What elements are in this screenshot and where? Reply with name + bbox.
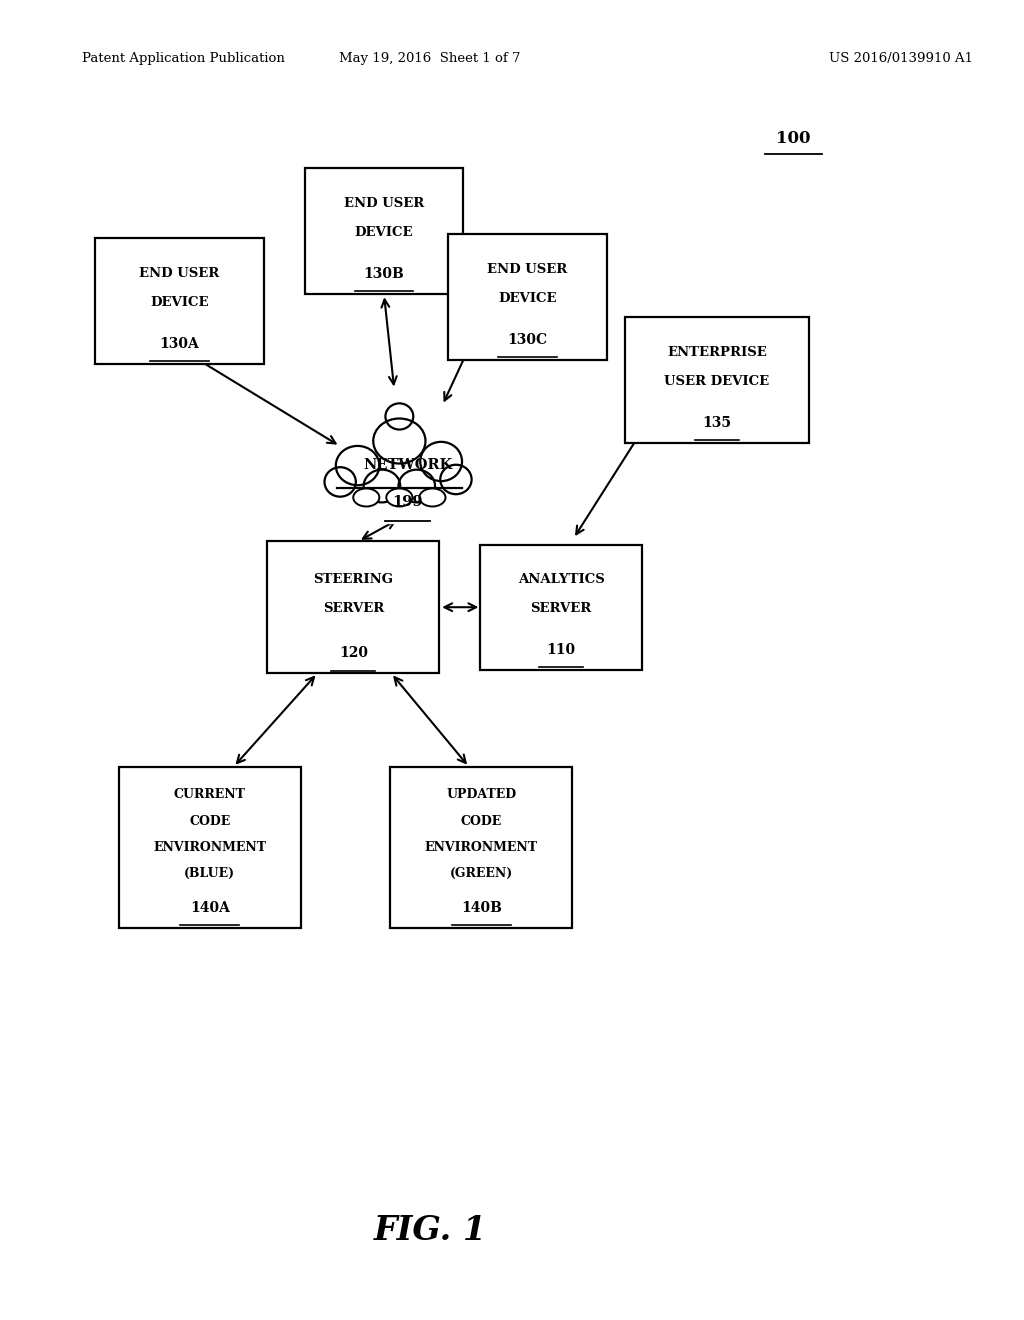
Text: 135: 135 xyxy=(702,416,731,430)
Text: DEVICE: DEVICE xyxy=(150,296,209,309)
Text: 140A: 140A xyxy=(190,902,229,915)
Text: CURRENT: CURRENT xyxy=(174,788,246,801)
Text: 130B: 130B xyxy=(364,267,404,281)
Text: END USER: END USER xyxy=(139,267,219,280)
Ellipse shape xyxy=(336,446,379,486)
Text: 120: 120 xyxy=(339,647,368,660)
FancyBboxPatch shape xyxy=(480,544,642,671)
Text: (BLUE): (BLUE) xyxy=(184,867,236,880)
Ellipse shape xyxy=(385,404,414,429)
FancyBboxPatch shape xyxy=(390,767,572,928)
Text: CODE: CODE xyxy=(461,814,502,828)
Text: 140B: 140B xyxy=(461,902,502,915)
Text: 130C: 130C xyxy=(507,333,548,347)
Text: STEERING: STEERING xyxy=(313,573,393,586)
Text: Patent Application Publication: Patent Application Publication xyxy=(82,51,285,65)
Text: 100: 100 xyxy=(776,131,811,147)
Ellipse shape xyxy=(325,467,356,496)
Text: DEVICE: DEVICE xyxy=(354,226,414,239)
Text: ENTERPRISE: ENTERPRISE xyxy=(667,346,767,359)
FancyBboxPatch shape xyxy=(305,169,463,294)
FancyBboxPatch shape xyxy=(625,318,809,444)
FancyBboxPatch shape xyxy=(267,541,439,673)
Ellipse shape xyxy=(398,470,435,503)
Text: CODE: CODE xyxy=(189,814,230,828)
Ellipse shape xyxy=(364,470,400,503)
Text: May 19, 2016  Sheet 1 of 7: May 19, 2016 Sheet 1 of 7 xyxy=(339,51,521,65)
Text: ENVIRONMENT: ENVIRONMENT xyxy=(154,841,266,854)
Ellipse shape xyxy=(353,488,379,507)
Text: US 2016/0139910 A1: US 2016/0139910 A1 xyxy=(829,51,973,65)
FancyBboxPatch shape xyxy=(334,483,465,523)
Text: DEVICE: DEVICE xyxy=(498,292,557,305)
Ellipse shape xyxy=(420,488,445,507)
Text: UPDATED: UPDATED xyxy=(446,788,516,801)
Text: ENVIRONMENT: ENVIRONMENT xyxy=(425,841,538,854)
FancyBboxPatch shape xyxy=(449,235,606,359)
Ellipse shape xyxy=(420,442,462,480)
Text: (GREEN): (GREEN) xyxy=(450,867,513,880)
Text: END USER: END USER xyxy=(487,263,567,276)
Text: ANALYTICS: ANALYTICS xyxy=(518,573,604,586)
Text: 199: 199 xyxy=(392,495,423,508)
Text: 130A: 130A xyxy=(160,337,199,351)
Text: 110: 110 xyxy=(547,643,575,657)
Text: FIG. 1: FIG. 1 xyxy=(374,1214,486,1246)
Ellipse shape xyxy=(373,418,426,463)
Text: SERVER: SERVER xyxy=(323,602,384,615)
Text: SERVER: SERVER xyxy=(530,602,592,615)
FancyBboxPatch shape xyxy=(94,238,264,363)
Ellipse shape xyxy=(386,488,413,507)
Text: END USER: END USER xyxy=(344,197,424,210)
FancyBboxPatch shape xyxy=(119,767,301,928)
Text: NETWORK: NETWORK xyxy=(362,458,453,471)
Text: USER DEVICE: USER DEVICE xyxy=(665,375,769,388)
Ellipse shape xyxy=(440,465,472,494)
